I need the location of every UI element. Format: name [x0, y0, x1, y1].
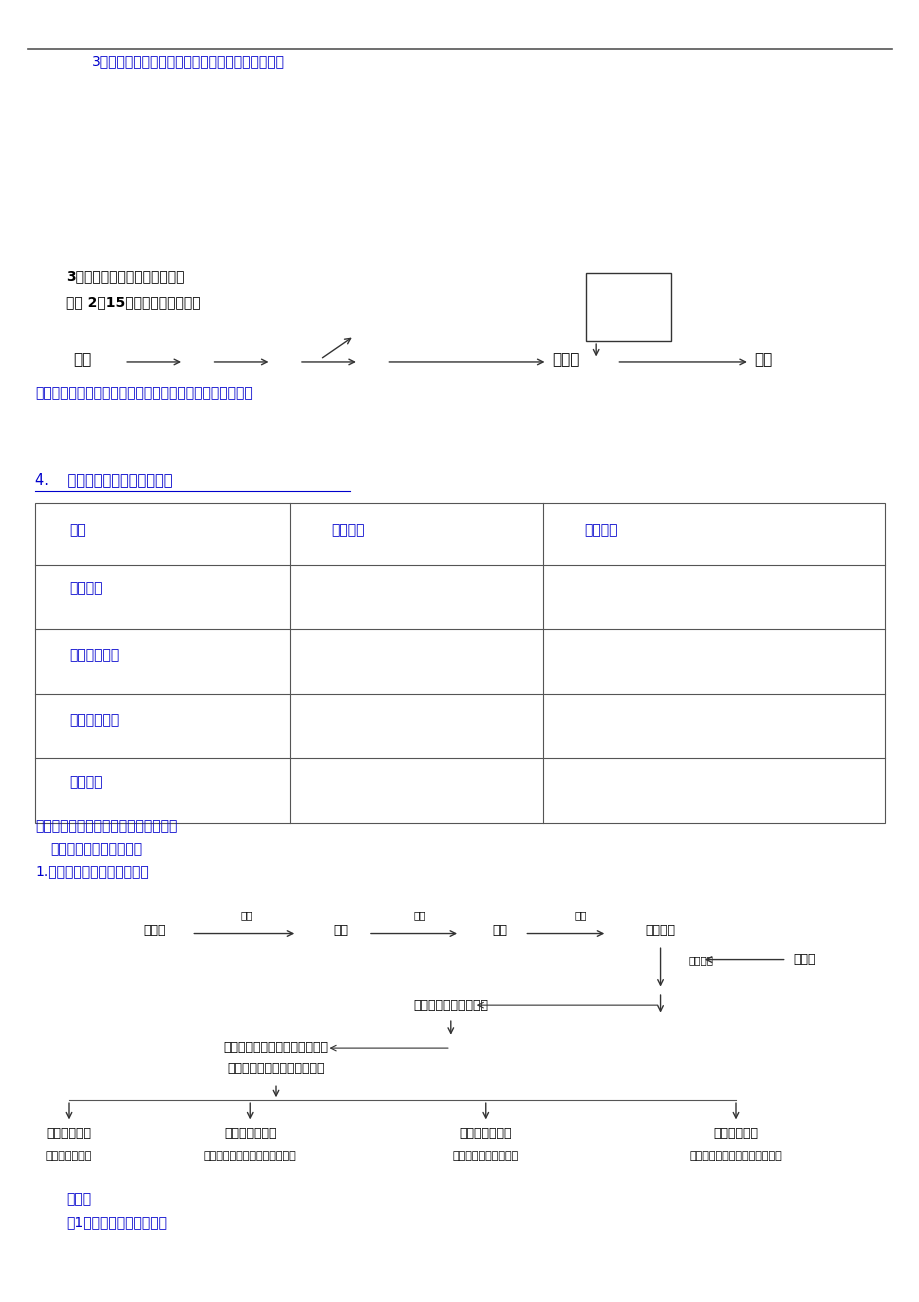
- Text: （一）、免疫功能的失调: （一）、免疫功能的失调: [51, 842, 142, 855]
- Text: 呼吸道过敏反应: 呼吸道过敏反应: [223, 1126, 277, 1139]
- Text: （过敏性休克）: （过敏性休克）: [46, 1151, 92, 1161]
- Text: 3、细胞免疫的三个阶段及过程: 3、细胞免疫的三个阶段及过程: [66, 270, 185, 283]
- Bar: [35, 503, 884, 823]
- Text: 1.过敏反应发生机理示意图：: 1.过敏反应发生机理示意图：: [35, 865, 149, 878]
- Text: 体液免疫: 体液免疫: [331, 523, 364, 536]
- Text: 项目: 项目: [69, 523, 85, 536]
- Text: 读图 2－15，归纳细胞免疫过程: 读图 2－15，归纳细胞免疫过程: [66, 296, 200, 309]
- Text: 抗原: 抗原: [754, 353, 772, 367]
- Text: 全身过敏反应: 全身过敏反应: [47, 1126, 91, 1139]
- Text: 3、什么是抗原？什么是抗体？抗体是那里产生的？: 3、什么是抗原？什么是抗体？抗体是那里产生的？: [92, 55, 285, 68]
- Text: 抗体: 抗体: [492, 923, 506, 936]
- FancyBboxPatch shape: [585, 273, 670, 341]
- Text: 4.    体液免疫与细胞免疫的区别: 4. 体液免疫与细胞免疫的区别: [35, 473, 172, 487]
- Text: （1）、什么叫过敏反应？: （1）、什么叫过敏反应？: [66, 1216, 167, 1229]
- Text: 讨论：切除小鼠的胸腺，小鼠的免疫功能会受到哪些影响？: 讨论：切除小鼠的胸腺，小鼠的免疫功能会受到哪些影响？: [35, 387, 253, 400]
- Text: 再次刺激: 再次刺激: [687, 956, 712, 966]
- Text: （过敏性鼻炎、支气管哮喘等）: （过敏性鼻炎、支气管哮喘等）: [204, 1151, 296, 1161]
- Text: 过敏原: 过敏原: [792, 953, 814, 966]
- Text: 抗原: 抗原: [74, 353, 92, 367]
- Text: （食物过敏性胃肠炎）: （食物过敏性胃肠炎）: [452, 1151, 518, 1161]
- Text: 细胞免疫: 细胞免疫: [584, 523, 617, 536]
- Text: 释放: 释放: [617, 312, 633, 326]
- Text: 产生: 产生: [413, 910, 425, 921]
- Text: 某些细胞: 某些细胞: [645, 923, 675, 936]
- Text: 过敏原: 过敏原: [143, 923, 165, 936]
- Text: （荨麻疹、湿疹、血管性水肿）: （荨麻疹、湿疹、血管性水肿）: [689, 1151, 781, 1161]
- Text: 讨论：: 讨论：: [66, 1193, 91, 1206]
- Text: 皮肤过敏反应: 皮肤过敏反应: [713, 1126, 757, 1139]
- Text: 吸附: 吸附: [573, 910, 586, 921]
- Text: 产生效应方式: 产生效应方式: [69, 713, 119, 727]
- Text: 刺激: 刺激: [240, 910, 253, 921]
- Text: 作用对象: 作用对象: [69, 582, 102, 595]
- Text: 释放组织胺等化学物质: 释放组织胺等化学物质: [413, 999, 488, 1012]
- Text: 机体: 机体: [333, 923, 347, 936]
- Text: 相互关系: 相互关系: [69, 776, 102, 789]
- Text: 裂解死亡: 裂解死亡: [609, 290, 641, 303]
- Text: 靶细胞: 靶细胞: [551, 353, 579, 367]
- Text: 消化道过敏反应: 消化道过敏反应: [459, 1126, 512, 1139]
- Text: 探究三、免疫功能的失调及免疫学应用: 探究三、免疫功能的失调及免疫学应用: [35, 820, 177, 833]
- Text: 产生效应细胞: 产生效应细胞: [69, 648, 119, 661]
- Text: 平滑肌收缩、腺体分泌增加等: 平滑肌收缩、腺体分泌增加等: [227, 1061, 324, 1074]
- Text: 血管通透增强、毛细血管扩张、: 血管通透增强、毛细血管扩张、: [223, 1040, 328, 1053]
